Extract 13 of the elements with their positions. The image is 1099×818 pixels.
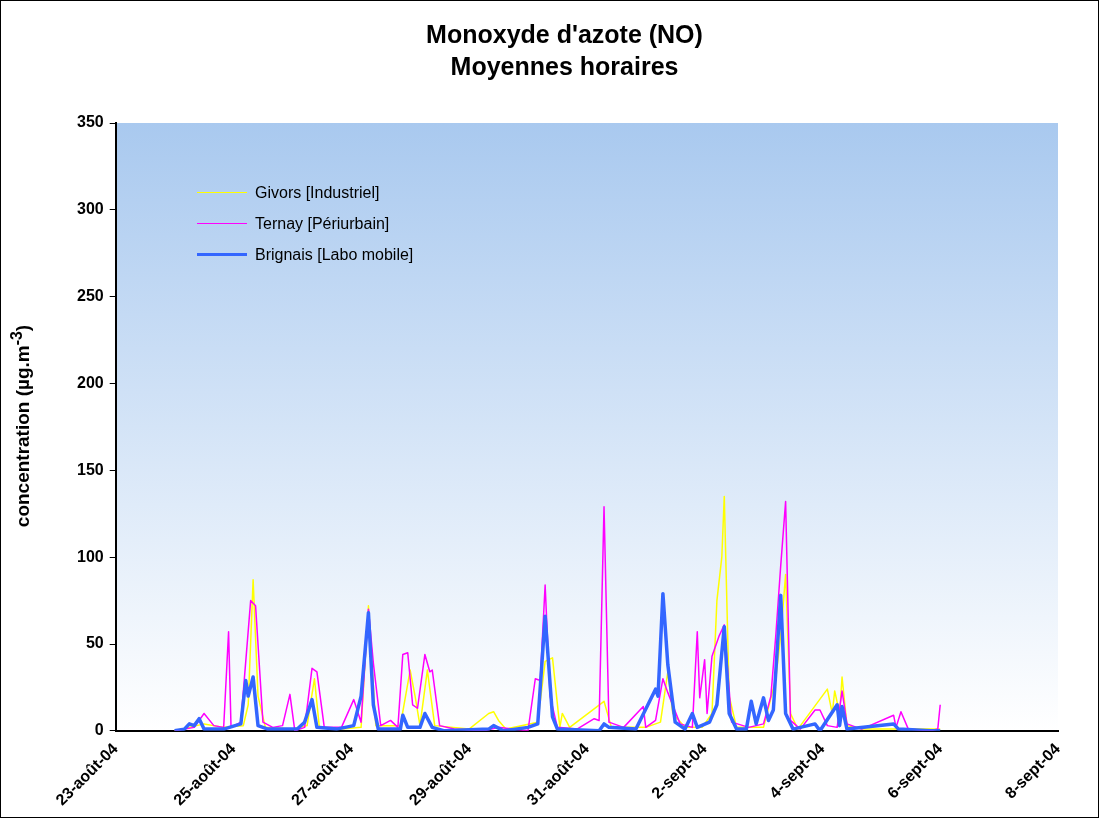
legend-label: Ternay [Périurbain] bbox=[255, 214, 390, 233]
y-tick-label: 200 bbox=[76, 373, 104, 391]
y-tick-label: 50 bbox=[85, 634, 104, 652]
y-tick-label: 0 bbox=[94, 721, 104, 739]
chart-subtitle: Moyennes horaires bbox=[450, 51, 679, 80]
legend-label: Brignais [Labo mobile] bbox=[255, 245, 414, 264]
y-tick-label: 100 bbox=[76, 547, 104, 565]
legend-label: Givors [Industriel] bbox=[255, 183, 380, 202]
y-tick-label: 250 bbox=[76, 287, 104, 305]
y-tick-label: 150 bbox=[76, 460, 104, 478]
y-tick-label: 350 bbox=[76, 113, 104, 131]
y-tick-label: 300 bbox=[76, 200, 104, 218]
chart-title: Monoxyde d'azote (NO) bbox=[426, 19, 703, 48]
